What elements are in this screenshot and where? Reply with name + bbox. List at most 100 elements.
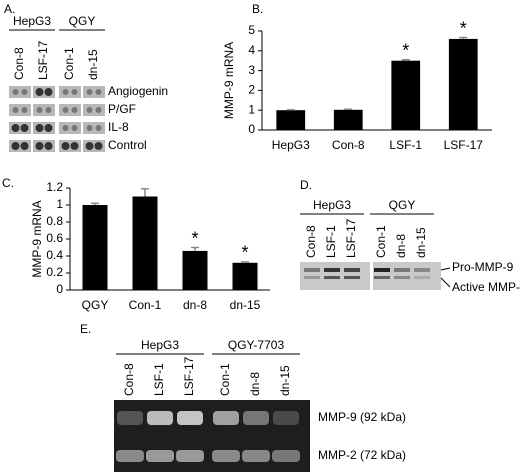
band-label: Active MMP-9 bbox=[452, 280, 520, 294]
array-spot bbox=[95, 107, 102, 113]
x-tick-label: dn-8 bbox=[183, 298, 207, 312]
array-spot bbox=[70, 142, 79, 150]
array-spot bbox=[11, 142, 20, 150]
gel-band bbox=[273, 411, 299, 425]
band-label: MMP-9 (92 kDa) bbox=[318, 410, 406, 424]
blot-band bbox=[304, 276, 320, 279]
x-tick-label: QGY bbox=[82, 298, 109, 312]
blot-band bbox=[344, 268, 360, 272]
blot-band bbox=[374, 276, 390, 279]
gel-band bbox=[147, 411, 173, 425]
lane-label: Con-8 bbox=[304, 225, 318, 258]
band-label: MMP-2 (72 kDa) bbox=[318, 448, 406, 462]
array-spot bbox=[45, 107, 52, 113]
lane-label: dn-8 bbox=[248, 372, 262, 396]
bar bbox=[276, 110, 306, 130]
lane-label: LSF-1 bbox=[324, 225, 338, 258]
significance-marker: * bbox=[241, 243, 248, 263]
group-label: HepG3 bbox=[13, 14, 51, 28]
bar bbox=[333, 109, 363, 130]
row-label: P/GF bbox=[108, 102, 136, 116]
array-spot bbox=[95, 89, 102, 95]
x-tick-label: HepG3 bbox=[272, 138, 310, 152]
y-tick-label: 4 bbox=[248, 43, 255, 57]
gel-band bbox=[146, 450, 174, 462]
lane-label: LSF-17 bbox=[344, 218, 358, 258]
x-tick-label: Con-1 bbox=[129, 298, 162, 312]
group-label: QGY bbox=[69, 14, 96, 28]
blot-band bbox=[344, 276, 360, 279]
blot-band bbox=[394, 268, 410, 272]
bar bbox=[448, 38, 478, 130]
array-spot bbox=[12, 107, 19, 113]
group-label: QGY bbox=[389, 198, 416, 212]
y-tick-label: 1 bbox=[248, 102, 255, 116]
gel-band bbox=[272, 450, 300, 462]
panel-label: D. bbox=[300, 178, 312, 192]
lane-label: dn-15 bbox=[278, 365, 292, 396]
bar bbox=[391, 60, 421, 131]
blot-band bbox=[374, 268, 390, 272]
array-spot-bg bbox=[59, 86, 81, 98]
array-spot bbox=[71, 89, 78, 95]
gel-band bbox=[176, 450, 204, 462]
array-spot bbox=[20, 142, 29, 150]
lane-label: LSF-17 bbox=[36, 40, 50, 80]
y-tick-label: 0.6 bbox=[46, 231, 63, 245]
blot-band bbox=[394, 276, 410, 279]
array-spot bbox=[21, 89, 28, 95]
array-spot bbox=[11, 124, 20, 132]
array-spot bbox=[21, 107, 28, 113]
blot-band bbox=[304, 268, 320, 272]
array-spot bbox=[62, 125, 69, 131]
y-tick-label: 5 bbox=[248, 23, 255, 37]
array-spot bbox=[62, 107, 69, 113]
gel-band bbox=[243, 411, 269, 425]
panel-label: E. bbox=[80, 322, 91, 336]
x-tick-label: Con-8 bbox=[332, 138, 365, 152]
array-spot bbox=[44, 124, 53, 132]
bar bbox=[182, 250, 208, 290]
gel-band bbox=[212, 450, 240, 462]
blot-band bbox=[324, 268, 340, 272]
y-axis-label: MMP-9 mRNA bbox=[222, 42, 236, 119]
row-label: IL-8 bbox=[108, 120, 129, 134]
lane-label: Con-8 bbox=[122, 363, 136, 396]
lane-label: dn-8 bbox=[394, 234, 408, 258]
significance-marker: * bbox=[460, 18, 467, 38]
array-spot bbox=[20, 124, 29, 132]
array-spot bbox=[62, 89, 69, 95]
y-axis-label: MMP-9 mRNA bbox=[30, 200, 44, 277]
array-spot-bg bbox=[83, 104, 105, 116]
y-tick-label: 0 bbox=[248, 122, 255, 136]
x-tick-label: dn-15 bbox=[230, 298, 261, 312]
array-spot bbox=[86, 89, 93, 95]
leader bbox=[440, 277, 451, 288]
lane-label: LSF-17 bbox=[182, 356, 196, 396]
array-spot bbox=[35, 124, 44, 132]
x-tick-label: LSF-17 bbox=[444, 138, 484, 152]
band-label: Pro-MMP-9 bbox=[452, 260, 514, 274]
array-spot bbox=[36, 107, 43, 113]
y-tick-label: 2 bbox=[248, 83, 255, 97]
array-spot bbox=[94, 142, 103, 150]
array-spot bbox=[86, 107, 93, 113]
array-spot-bg bbox=[59, 122, 81, 134]
bar bbox=[232, 262, 258, 290]
y-tick-label: 0.8 bbox=[46, 214, 63, 228]
lane-label: Con-8 bbox=[12, 47, 26, 80]
y-tick-label: 3 bbox=[248, 63, 255, 77]
array-spot-bg bbox=[83, 86, 105, 98]
gel-band bbox=[213, 411, 239, 425]
row-label: Angiogenin bbox=[108, 84, 168, 98]
lane-label: Con-1 bbox=[62, 47, 76, 80]
y-tick-label: 1 bbox=[56, 197, 63, 211]
gel-band bbox=[177, 411, 203, 425]
leader bbox=[440, 267, 451, 271]
array-spot bbox=[35, 142, 44, 150]
array-spot-bg bbox=[9, 86, 31, 98]
array-spot-bg bbox=[59, 104, 81, 116]
blot-band bbox=[324, 276, 340, 279]
y-tick-label: 0.2 bbox=[46, 265, 63, 279]
array-spot bbox=[86, 125, 93, 131]
